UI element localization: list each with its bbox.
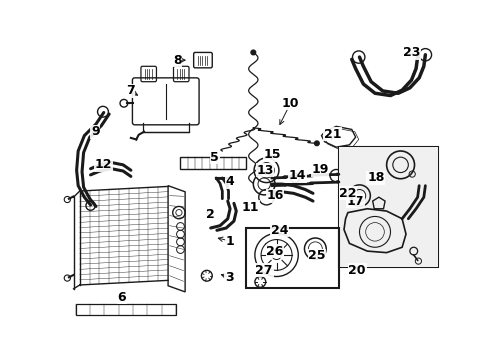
Text: 23: 23 bbox=[402, 46, 419, 59]
Bar bbox=[338, 147, 437, 266]
Text: 2: 2 bbox=[206, 208, 215, 221]
Text: 10: 10 bbox=[281, 97, 299, 110]
Text: 24: 24 bbox=[270, 224, 288, 237]
Text: 13: 13 bbox=[256, 164, 273, 177]
Bar bbox=[180, 157, 246, 170]
Text: 26: 26 bbox=[266, 244, 283, 258]
Text: 12: 12 bbox=[95, 158, 112, 171]
Text: 22: 22 bbox=[339, 187, 356, 200]
Text: 5: 5 bbox=[210, 150, 219, 164]
Text: 18: 18 bbox=[366, 171, 384, 184]
Text: 19: 19 bbox=[311, 163, 328, 176]
Text: 9: 9 bbox=[91, 125, 100, 138]
Text: 1: 1 bbox=[225, 235, 234, 248]
Bar bbox=[245, 228, 338, 288]
Text: 8: 8 bbox=[173, 54, 182, 67]
Text: 11: 11 bbox=[241, 201, 259, 214]
Text: 16: 16 bbox=[266, 189, 283, 202]
Circle shape bbox=[250, 50, 255, 55]
Text: 7: 7 bbox=[125, 85, 134, 98]
Text: 3: 3 bbox=[224, 271, 233, 284]
Text: 21: 21 bbox=[323, 127, 341, 140]
Text: 15: 15 bbox=[264, 148, 281, 161]
Text: 27: 27 bbox=[255, 264, 272, 277]
Bar bbox=[338, 147, 437, 266]
Circle shape bbox=[314, 141, 319, 145]
Text: 25: 25 bbox=[307, 249, 325, 262]
Text: 14: 14 bbox=[288, 169, 305, 182]
Bar bbox=[76, 304, 176, 315]
Text: 17: 17 bbox=[346, 194, 364, 208]
Text: 6: 6 bbox=[117, 291, 125, 304]
Text: 20: 20 bbox=[348, 264, 365, 277]
Text: 4: 4 bbox=[225, 175, 234, 188]
